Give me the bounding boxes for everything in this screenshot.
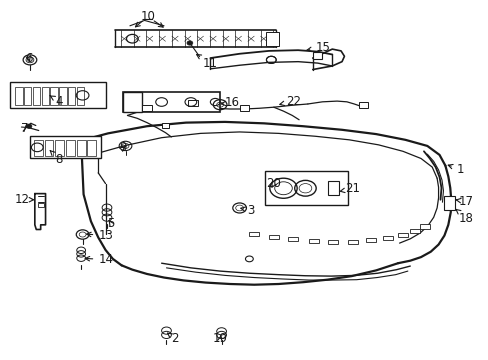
Text: 14: 14 [85, 253, 113, 266]
Text: 18: 18 [455, 210, 473, 225]
Bar [33, 87, 40, 105]
Bar [312, 52, 321, 59]
Text: 21: 21 [339, 183, 359, 195]
Text: 2: 2 [167, 332, 179, 345]
Bar [239, 105, 249, 111]
Bar [366, 238, 375, 242]
Bar [268, 234, 278, 239]
Text: 5: 5 [107, 216, 114, 230]
Bar [409, 229, 419, 233]
Bar [44, 140, 53, 156]
Bar [288, 237, 298, 241]
Text: 22: 22 [279, 95, 301, 108]
Bar [59, 87, 66, 105]
Bar [10, 82, 105, 108]
Bar [328, 239, 337, 244]
Text: 9: 9 [120, 141, 127, 154]
Bar [77, 140, 85, 156]
Text: 15: 15 [306, 41, 329, 54]
Text: 17: 17 [455, 195, 473, 208]
Bar [444, 196, 454, 211]
Bar [264, 171, 347, 205]
Circle shape [23, 55, 37, 65]
Text: 7: 7 [21, 122, 29, 135]
Text: 3: 3 [241, 204, 254, 217]
Bar [266, 32, 278, 45]
Bar [15, 87, 22, 105]
Text: 11: 11 [196, 54, 218, 70]
Bar [55, 140, 64, 156]
Bar [249, 231, 259, 236]
Bar [383, 236, 392, 240]
Text: 20: 20 [266, 177, 281, 190]
Bar [30, 136, 101, 158]
Bar [122, 92, 220, 112]
Bar [397, 233, 407, 237]
Circle shape [186, 41, 192, 45]
Bar [161, 123, 169, 129]
Text: 1: 1 [447, 163, 463, 176]
Text: 6: 6 [25, 51, 33, 64]
Text: 16: 16 [221, 96, 240, 109]
Bar [358, 102, 367, 108]
Bar [122, 92, 142, 112]
Text: 8: 8 [50, 150, 62, 166]
Bar [328, 181, 338, 195]
Bar [188, 100, 198, 106]
Bar [24, 87, 31, 105]
Text: 13: 13 [86, 229, 113, 242]
Circle shape [26, 124, 32, 129]
Bar [87, 140, 96, 156]
Text: 12: 12 [14, 193, 34, 206]
Bar [38, 203, 43, 207]
Text: 19: 19 [212, 332, 227, 345]
Bar [34, 140, 42, 156]
Bar [142, 105, 152, 111]
Bar [419, 225, 429, 229]
Bar [66, 140, 75, 156]
Bar [41, 87, 49, 105]
Bar [77, 87, 84, 105]
Bar [347, 239, 357, 244]
Text: 4: 4 [50, 95, 62, 108]
Bar [50, 87, 58, 105]
Bar [68, 87, 75, 105]
Text: 10: 10 [141, 10, 156, 23]
Bar [308, 239, 318, 243]
